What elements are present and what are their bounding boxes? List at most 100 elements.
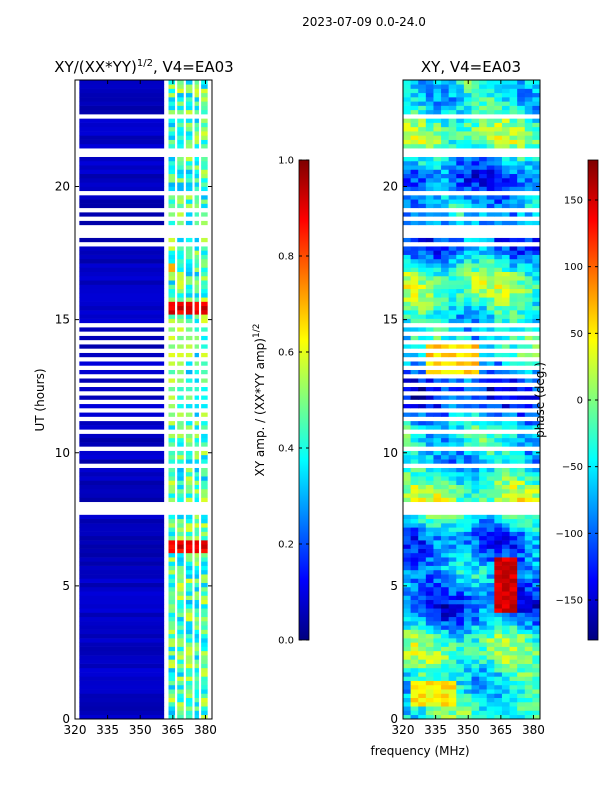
phase-cell [418,433,427,439]
phase-cell [471,603,480,609]
phase-cell [471,105,480,111]
amplitude-cell [185,450,193,456]
phase-cell [441,433,450,439]
amplitude-flag-row [75,416,212,422]
phase-cell [517,425,526,430]
phase-cell [494,710,503,716]
phase-cell [501,135,510,140]
amplitude-cell [79,169,165,175]
amplitude-cell [177,139,184,145]
phase-cell [479,173,488,179]
amplitude-cell [168,122,176,128]
amplitude-cell [79,126,165,132]
amplitude-cell [201,680,208,686]
phase-cell [501,412,510,417]
phase-cell [425,480,434,485]
phase-cell [486,186,495,192]
phase-cell [479,608,488,613]
phase-cell [410,293,419,298]
phase-cell [524,301,533,307]
phase-cell [410,344,419,349]
amplitude-cell [185,139,193,145]
phase-cell [471,484,480,490]
phase-cell [524,689,533,694]
phase-cell [471,689,480,694]
amplitude-cell [177,663,184,669]
phase-cell [403,480,412,485]
phase-cell [456,497,465,503]
amplitude-cell [168,84,176,89]
phase-cell [532,552,540,558]
amplitude-cell [201,582,208,588]
phase-cell [433,616,442,622]
amplitude-cell [168,293,176,298]
phase-cell [517,493,526,498]
phase-cell [456,680,465,686]
phase-cell [517,84,526,89]
phase-cell [433,199,442,204]
phase-cell [471,263,480,268]
phase-cell [448,693,457,698]
phase-cell [448,237,457,243]
phase-cell [517,480,526,485]
phase-cell [494,203,503,209]
phase-cell [456,131,465,136]
phase-cell [471,395,480,400]
phase-cell [463,689,472,694]
phase-cell [433,173,442,179]
amplitude-cell [194,109,199,115]
phase-cell [471,450,480,456]
phase-cell [479,667,488,673]
phase-cell [517,544,526,549]
phase-cell [448,293,457,298]
phase-cell [410,561,419,566]
phase-cell [433,156,442,162]
amplitude-cell [185,672,193,677]
phase-cell [471,420,480,426]
phase-cell [425,126,434,132]
amplitude-flag-row [75,229,212,234]
phase-cell [486,195,495,200]
phase-cell [532,523,540,528]
phase-cell [494,395,503,400]
phase-cell [433,275,442,281]
phase-cell [471,203,480,209]
phase-cell [433,314,442,319]
amplitude-cell [168,518,176,524]
phase-cell [471,518,480,524]
amplitude-cell [185,182,193,187]
phase-cell [479,518,488,524]
phase-cell [456,476,465,481]
phase-cell [471,246,480,251]
phase-cell [456,267,465,272]
phase-cell [517,663,526,669]
amplitude-cell [185,684,193,690]
phase-cell [494,544,503,549]
amplitude-cell [79,667,165,673]
amplitude-cell [201,271,208,277]
phase-cell [441,706,450,711]
phase-cell [403,220,412,226]
phase-cell [494,139,503,145]
phase-cell [509,655,518,660]
phase-cell [479,361,488,366]
amplitude-cell [185,165,193,170]
phase-colorbar-tick-label: 0 [577,396,583,407]
phase-cell [517,203,526,209]
amplitude-cell [201,135,208,140]
phase-cell [532,378,540,383]
phase-cell [501,293,510,298]
amplitude-cell [168,275,176,281]
amplitude-cell [194,250,199,255]
amplitude-cell [185,344,193,349]
amplitude-cell [79,706,165,711]
phase-cell [410,182,419,187]
phase-cell [463,561,472,566]
phase-cell [410,684,419,690]
amplitude-cell [185,258,193,264]
phase-cell [441,97,450,102]
phase-cell [456,591,465,596]
phase-cell [479,569,488,575]
phase-cell [494,199,503,204]
phase-cell [501,263,510,268]
